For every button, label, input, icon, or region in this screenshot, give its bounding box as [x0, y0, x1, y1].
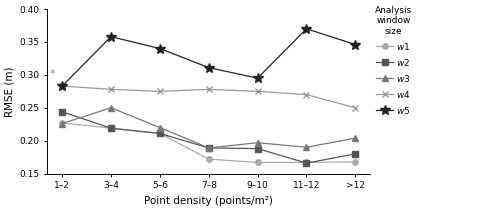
Y-axis label: RMSE (m): RMSE (m): [4, 66, 14, 117]
Legend: $w$1, $w$2, $w$3, $w$4, $w$5: $w$1, $w$2, $w$3, $w$4, $w$5: [373, 4, 414, 117]
X-axis label: Point density (points/m²): Point density (points/m²): [144, 196, 273, 206]
Text: *: *: [50, 69, 56, 79]
